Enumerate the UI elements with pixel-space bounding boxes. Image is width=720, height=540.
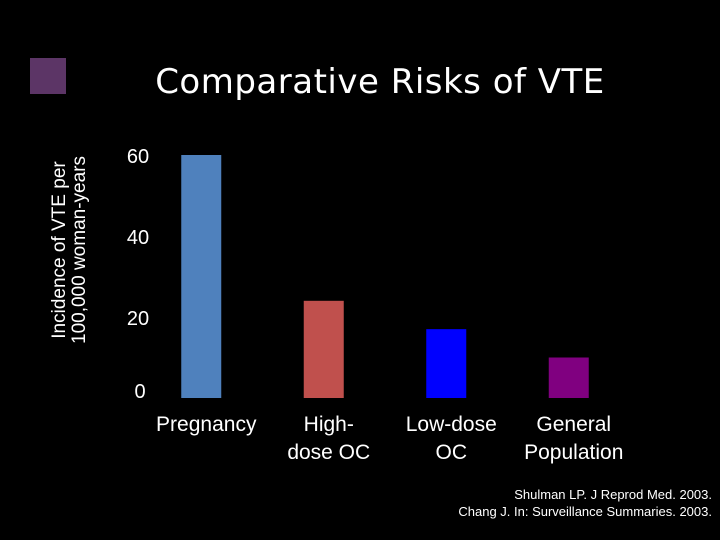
y-tick-label-40: 40 bbox=[127, 227, 149, 249]
x-tick-label-2-line-2: dose OC bbox=[287, 441, 370, 464]
x-tick-label-2-line-1: High- bbox=[304, 413, 354, 436]
y-tick-label-0: 0 bbox=[134, 381, 145, 403]
source-line-1: Shulman LP. J Reprod Med. 2003. bbox=[514, 487, 712, 502]
x-tick-label-1-line-1: Pregnancy bbox=[156, 413, 257, 436]
bar-high-dose-oc bbox=[303, 300, 344, 398]
x-tick-label-4-line-1: General bbox=[536, 413, 611, 436]
bar-pregnancy bbox=[181, 155, 222, 398]
bar-low-dose-oc bbox=[426, 329, 467, 398]
bar-general-population bbox=[548, 357, 589, 398]
y-tick-label-20: 20 bbox=[127, 308, 149, 330]
x-tick-label-3-line-1: Low-dose bbox=[406, 413, 497, 436]
decorative-square bbox=[30, 58, 66, 94]
source-citation: Shulman LP. J Reprod Med. 2003. Chang J.… bbox=[458, 486, 712, 520]
y-tick-label-60: 60 bbox=[127, 146, 149, 168]
x-tick-label-3-line-2: OC bbox=[436, 441, 468, 464]
x-tick-label-4-line-2: Population bbox=[524, 441, 623, 464]
source-line-2: Chang J. In: Surveillance Summaries. 200… bbox=[458, 504, 712, 519]
slide-title: Comparative Risks of VTE bbox=[155, 62, 605, 102]
